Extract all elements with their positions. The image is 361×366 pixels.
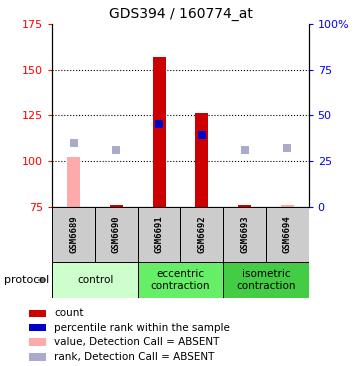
Point: [156, 122, 162, 127]
Text: protocol: protocol: [4, 275, 49, 285]
Bar: [29, 338, 46, 346]
Bar: [223, 207, 266, 262]
Bar: [266, 207, 309, 262]
Point: [199, 132, 205, 138]
Bar: [238, 205, 251, 207]
Bar: [29, 324, 46, 332]
Text: eccentric
contraction: eccentric contraction: [151, 269, 210, 291]
Point: [199, 132, 205, 138]
Bar: [281, 205, 294, 207]
Text: GSM6693: GSM6693: [240, 216, 249, 253]
Point: [242, 147, 247, 153]
Bar: [29, 353, 46, 361]
Bar: [153, 57, 166, 207]
Point: [156, 122, 162, 127]
Text: rank, Detection Call = ABSENT: rank, Detection Call = ABSENT: [54, 352, 215, 362]
Bar: [95, 207, 138, 262]
Text: value, Detection Call = ABSENT: value, Detection Call = ABSENT: [54, 337, 220, 347]
Bar: [110, 205, 123, 207]
Point: [284, 145, 290, 151]
Text: GSM6691: GSM6691: [155, 216, 164, 253]
Text: isometric
contraction: isometric contraction: [236, 269, 296, 291]
Bar: [67, 157, 80, 207]
Point: [71, 140, 77, 146]
Text: GSM6690: GSM6690: [112, 216, 121, 253]
Bar: [29, 310, 46, 317]
Text: count: count: [54, 309, 84, 318]
Text: GSM6694: GSM6694: [283, 216, 292, 253]
Text: GSM6692: GSM6692: [197, 216, 206, 253]
Title: GDS394 / 160774_at: GDS394 / 160774_at: [109, 7, 252, 21]
Bar: [180, 207, 223, 262]
Bar: [52, 207, 95, 262]
Text: GSM6689: GSM6689: [69, 216, 78, 253]
Bar: [52, 262, 138, 298]
Bar: [195, 113, 208, 207]
Text: control: control: [77, 275, 113, 285]
Bar: [223, 262, 309, 298]
Point: [113, 147, 119, 153]
Bar: [138, 207, 180, 262]
Bar: [138, 262, 223, 298]
Text: percentile rank within the sample: percentile rank within the sample: [54, 322, 230, 333]
